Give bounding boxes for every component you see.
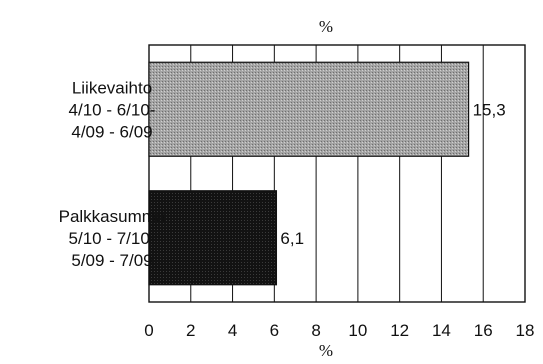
- x-tick-label: 8: [311, 321, 320, 340]
- plot-frame: [148, 44, 526, 303]
- category-label: 4/10 - 6/10-: [69, 100, 156, 119]
- x-tick-label: 10: [348, 321, 367, 340]
- category-label: Liikevaihto: [72, 78, 152, 97]
- data-label: 6,1: [280, 229, 304, 248]
- category-label: 5/09 - 7/09: [71, 251, 152, 270]
- data-label: 15,3: [473, 100, 506, 119]
- x-tick-label: 18: [516, 321, 535, 340]
- category-label: 5/10 - 7/10-: [69, 229, 156, 248]
- x-axis-ticks: 0 2 4 6 8 10 12 14 16 18: [144, 321, 534, 340]
- x-axis-title: %: [319, 341, 333, 360]
- value-labels: 15,3 6,1: [280, 100, 505, 248]
- category-label: Palkkasumma: [59, 207, 166, 226]
- x-tick-label: 4: [228, 321, 237, 340]
- x-tick-label: 2: [186, 321, 195, 340]
- chart-title: %: [319, 17, 333, 36]
- x-tick-label: 14: [432, 321, 451, 340]
- bar: [148, 61, 470, 157]
- bar: [148, 190, 278, 286]
- x-tick-label: 16: [474, 321, 493, 340]
- x-tick-label: 0: [144, 321, 153, 340]
- category-label: 4/09 - 6/09: [71, 122, 152, 141]
- x-tick-label: 6: [270, 321, 279, 340]
- bars: [148, 61, 470, 286]
- x-tick-label: 12: [390, 321, 409, 340]
- category-labels: Liikevaihto 4/10 - 6/10- 4/09 - 6/09 Palkka…: [59, 78, 166, 270]
